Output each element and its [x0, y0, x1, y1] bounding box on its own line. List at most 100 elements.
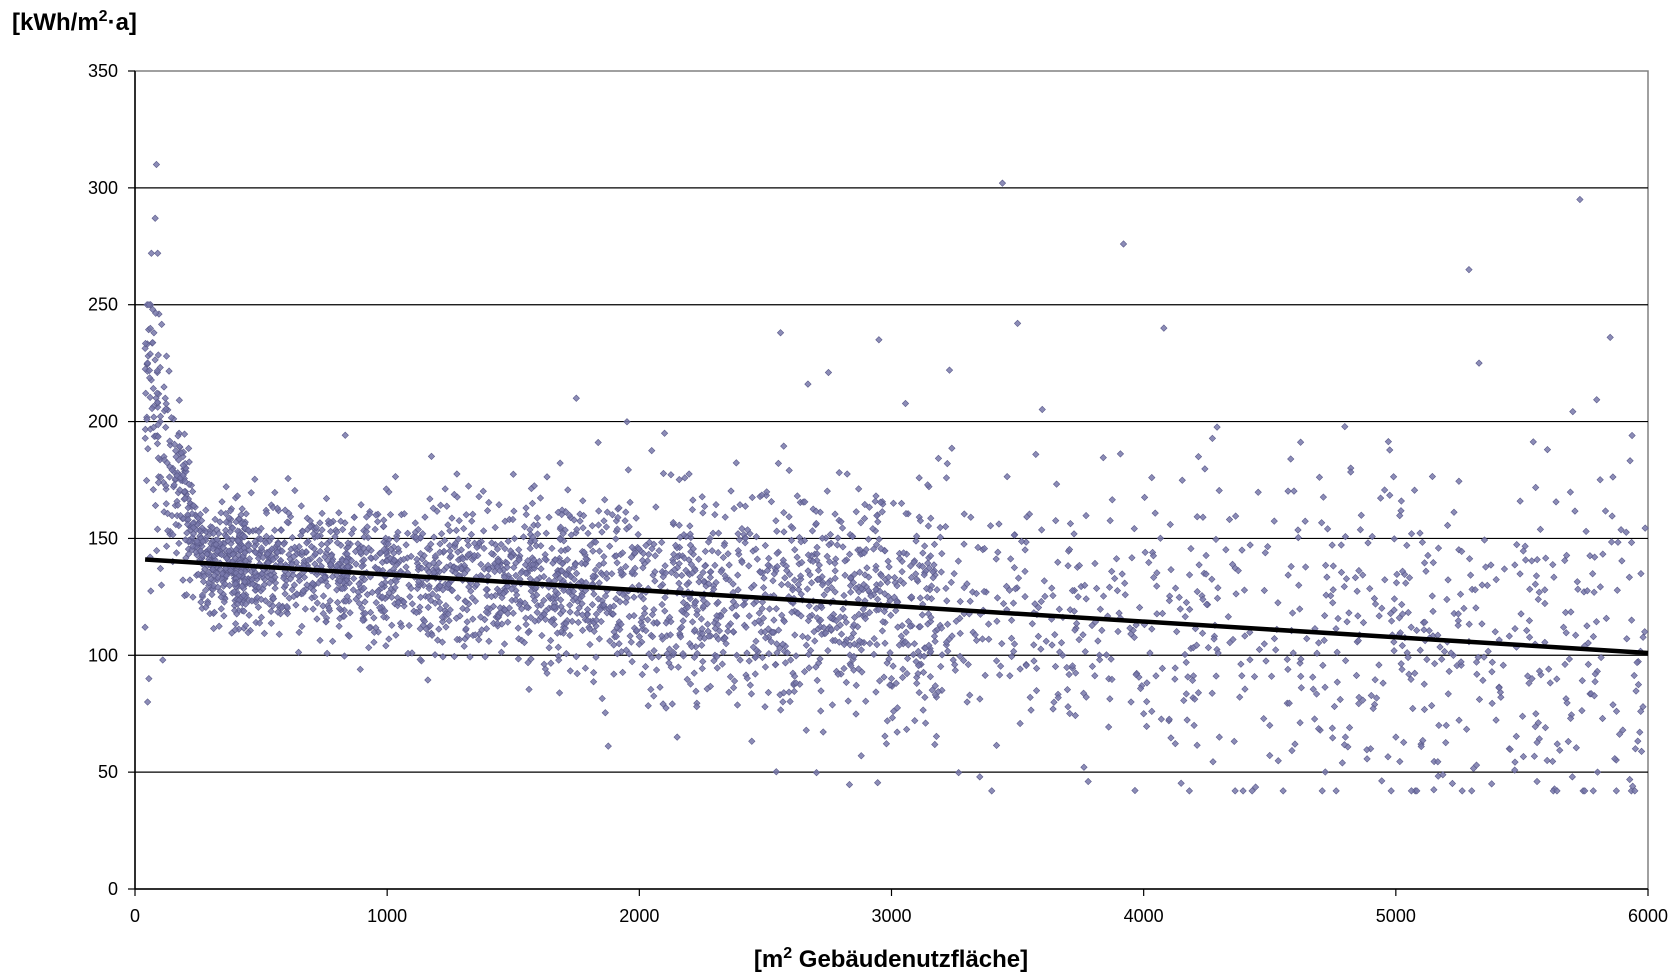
data-point: [1618, 557, 1626, 565]
data-point: [1108, 496, 1116, 504]
data-point: [867, 592, 875, 600]
data-point: [1634, 737, 1642, 745]
data-point: [1153, 582, 1161, 590]
data-point: [886, 649, 894, 657]
data-point: [1637, 747, 1646, 756]
data-point: [167, 414, 176, 422]
data-point: [1367, 691, 1375, 700]
data-point: [641, 662, 650, 671]
data-point: [172, 549, 181, 557]
data-point: [1289, 649, 1297, 657]
data-point: [876, 580, 885, 588]
data-point: [1262, 657, 1270, 665]
data-point: [635, 640, 643, 648]
data-point: [724, 622, 733, 630]
data-point: [764, 625, 772, 633]
data-point: [1153, 610, 1161, 618]
data-point: [1420, 705, 1429, 714]
data-point: [244, 628, 252, 637]
data-point: [437, 530, 446, 538]
data-point: [1492, 575, 1500, 584]
data-point: [669, 518, 677, 527]
data-point: [773, 549, 781, 557]
data-point: [826, 530, 835, 539]
data-point: [1127, 630, 1135, 638]
data-point: [1398, 600, 1406, 609]
data-point: [1027, 706, 1035, 714]
data-point: [1564, 737, 1572, 746]
data-point: [1386, 491, 1394, 499]
data-point: [193, 537, 201, 545]
data-point: [1287, 562, 1295, 571]
data-point: [530, 556, 538, 564]
data-point: [1030, 657, 1038, 665]
data-point: [887, 611, 895, 619]
data-point: [698, 664, 706, 673]
data-point: [510, 534, 519, 543]
data-point: [567, 572, 575, 581]
data-point: [718, 660, 726, 668]
data-point: [842, 618, 850, 626]
data-point: [533, 591, 541, 599]
data-point: [1248, 787, 1256, 795]
data-point: [463, 618, 471, 626]
data-point: [598, 694, 606, 703]
data-point: [921, 693, 929, 701]
data-point: [835, 469, 843, 477]
data-point: [184, 504, 192, 512]
data-point: [230, 588, 238, 596]
data-point: [1260, 640, 1268, 648]
data-point: [838, 524, 847, 532]
data-point: [1148, 473, 1156, 482]
data-point: [1329, 586, 1337, 594]
data-point: [1127, 698, 1135, 706]
data-point: [1639, 703, 1647, 711]
data-point: [915, 474, 923, 482]
data-point: [222, 518, 230, 526]
data-point: [156, 412, 165, 420]
data-point: [146, 324, 154, 333]
data-point: [170, 440, 179, 448]
data-point: [713, 652, 721, 661]
data-point: [675, 579, 683, 587]
data-point: [1584, 660, 1592, 669]
data-point: [1016, 719, 1024, 728]
data-point: [1021, 546, 1029, 554]
data-point: [1434, 758, 1442, 766]
data-point: [616, 598, 624, 606]
data-point: [651, 568, 659, 576]
data-point: [1314, 725, 1323, 733]
data-point: [937, 662, 945, 671]
data-point: [269, 503, 277, 512]
data-point: [690, 653, 698, 661]
data-point: [592, 653, 600, 661]
data-point: [832, 617, 841, 625]
data-point: [463, 606, 471, 614]
data-point: [210, 624, 218, 633]
data-point: [436, 540, 444, 548]
data-point: [240, 607, 248, 615]
data-point: [1553, 787, 1561, 795]
data-point: [992, 555, 1000, 563]
data-point: [284, 474, 292, 483]
data-point: [956, 614, 964, 622]
data-point: [352, 595, 360, 603]
data-point: [199, 537, 207, 546]
data-point: [714, 620, 722, 629]
data-point: [663, 650, 671, 658]
data-point: [1533, 738, 1541, 747]
data-point: [311, 593, 319, 601]
data-point: [789, 524, 797, 532]
data-point: [942, 584, 950, 592]
data-point: [1181, 613, 1189, 621]
data-point: [323, 545, 332, 554]
data-point: [1160, 324, 1168, 332]
data-point: [1469, 764, 1478, 772]
data-point: [788, 608, 796, 616]
data-point: [1266, 751, 1274, 760]
y-axis-title-prefix: [kWh/m: [12, 9, 99, 36]
data-point: [916, 594, 924, 602]
data-point: [1563, 551, 1571, 560]
data-point: [831, 567, 839, 575]
data-point: [319, 602, 327, 610]
